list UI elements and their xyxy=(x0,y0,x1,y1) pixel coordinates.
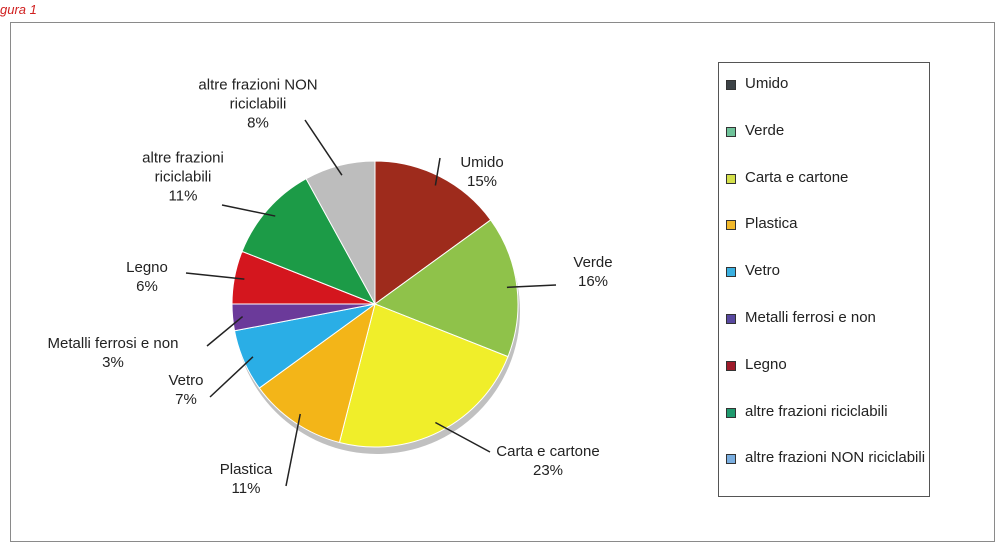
leader-line xyxy=(506,284,557,289)
legend-label: Vetro xyxy=(745,262,781,280)
pie-chart xyxy=(185,119,557,487)
data-label: altre frazioni NON riciclabili 8% xyxy=(183,76,333,133)
legend-swatch xyxy=(726,173,736,184)
data-label: Carta e cartone 23% xyxy=(496,442,599,480)
pie-slice xyxy=(374,160,492,305)
legend-swatch xyxy=(726,407,736,418)
label-value: 11% xyxy=(231,480,261,497)
legend-label: Metalli ferrosi e non xyxy=(745,308,876,326)
legend-label: Plastica xyxy=(745,215,798,233)
label-name: Plastica xyxy=(219,461,273,478)
legend-item: Verde xyxy=(726,121,929,169)
label-name: Carta e cartone xyxy=(496,443,600,460)
data-label: Umido 15% xyxy=(460,153,503,191)
leader-line xyxy=(435,421,491,453)
label-value: 23% xyxy=(532,462,564,479)
label-value: 3% xyxy=(102,354,124,371)
legend-swatch xyxy=(726,454,736,465)
leader-line xyxy=(285,413,301,487)
legend-item: Legno xyxy=(726,355,929,403)
label-value: 7% xyxy=(175,391,197,408)
legend: Umido Verde Carta e cartone Plastica Vetro Me… xyxy=(718,62,930,497)
legend-item: Vetro xyxy=(726,262,929,309)
data-label: Metalli ferrosi e non 3% xyxy=(48,334,179,372)
label-value: 16% xyxy=(577,273,609,290)
leader-line xyxy=(209,356,254,398)
legend-item: Carta e cartone xyxy=(726,168,929,216)
label-name: Metalli ferrosi e non xyxy=(47,335,179,352)
pie-slice xyxy=(373,219,519,358)
leader-line xyxy=(206,315,244,347)
legend-item: Plastica xyxy=(726,215,929,262)
label-value: 6% xyxy=(136,278,158,295)
data-label: Verde 16% xyxy=(573,253,612,291)
label-name: Legno xyxy=(126,259,168,276)
legend-swatch xyxy=(726,80,736,90)
label-name: Umido xyxy=(460,154,504,171)
legend-label: Legno xyxy=(745,355,787,373)
data-label: altre frazioni riciclabili 11% xyxy=(123,149,243,206)
label-name: Vetro xyxy=(168,372,204,389)
pie-slice xyxy=(258,302,376,444)
caption: gura 1 xyxy=(0,2,37,17)
legend-swatch xyxy=(726,360,736,371)
leader-line xyxy=(304,119,343,176)
label-value: 11% xyxy=(168,187,198,205)
legend-label: Carta e cartone xyxy=(745,168,849,186)
legend-item: Metalli ferrosi e non xyxy=(726,308,929,356)
label-name: Verde xyxy=(573,254,613,271)
leader-line xyxy=(434,157,441,186)
legend-item: Umido xyxy=(726,75,929,122)
pie-slice xyxy=(338,303,509,448)
legend-label: altre frazioni NON riciclabili xyxy=(745,449,926,467)
legend-label: Umido xyxy=(745,75,789,92)
legend-item: altre frazioni NON riciclabili xyxy=(726,449,929,496)
pie-slice xyxy=(241,178,377,305)
legend-swatch xyxy=(726,220,736,231)
leader-line xyxy=(221,204,276,217)
label-value: 8% xyxy=(247,114,269,132)
legend-label: altre frazioni riciclabili xyxy=(745,402,888,420)
legend-swatch xyxy=(726,267,736,278)
data-label: Vetro 7% xyxy=(168,371,203,409)
legend-swatch xyxy=(726,126,736,137)
legend-label: Verde xyxy=(745,121,785,139)
pie-slice xyxy=(305,160,376,305)
label-name: altre frazioni NON riciclabili xyxy=(198,76,318,113)
legend-swatch xyxy=(726,313,736,324)
leader-line xyxy=(185,272,245,280)
label-name: altre frazioni riciclabili xyxy=(142,149,224,186)
data-label: Legno 6% xyxy=(126,258,168,296)
data-label: Plastica 11% xyxy=(220,460,273,498)
label-value: 15% xyxy=(466,173,498,190)
legend-item: altre frazioni riciclabili xyxy=(726,402,929,450)
